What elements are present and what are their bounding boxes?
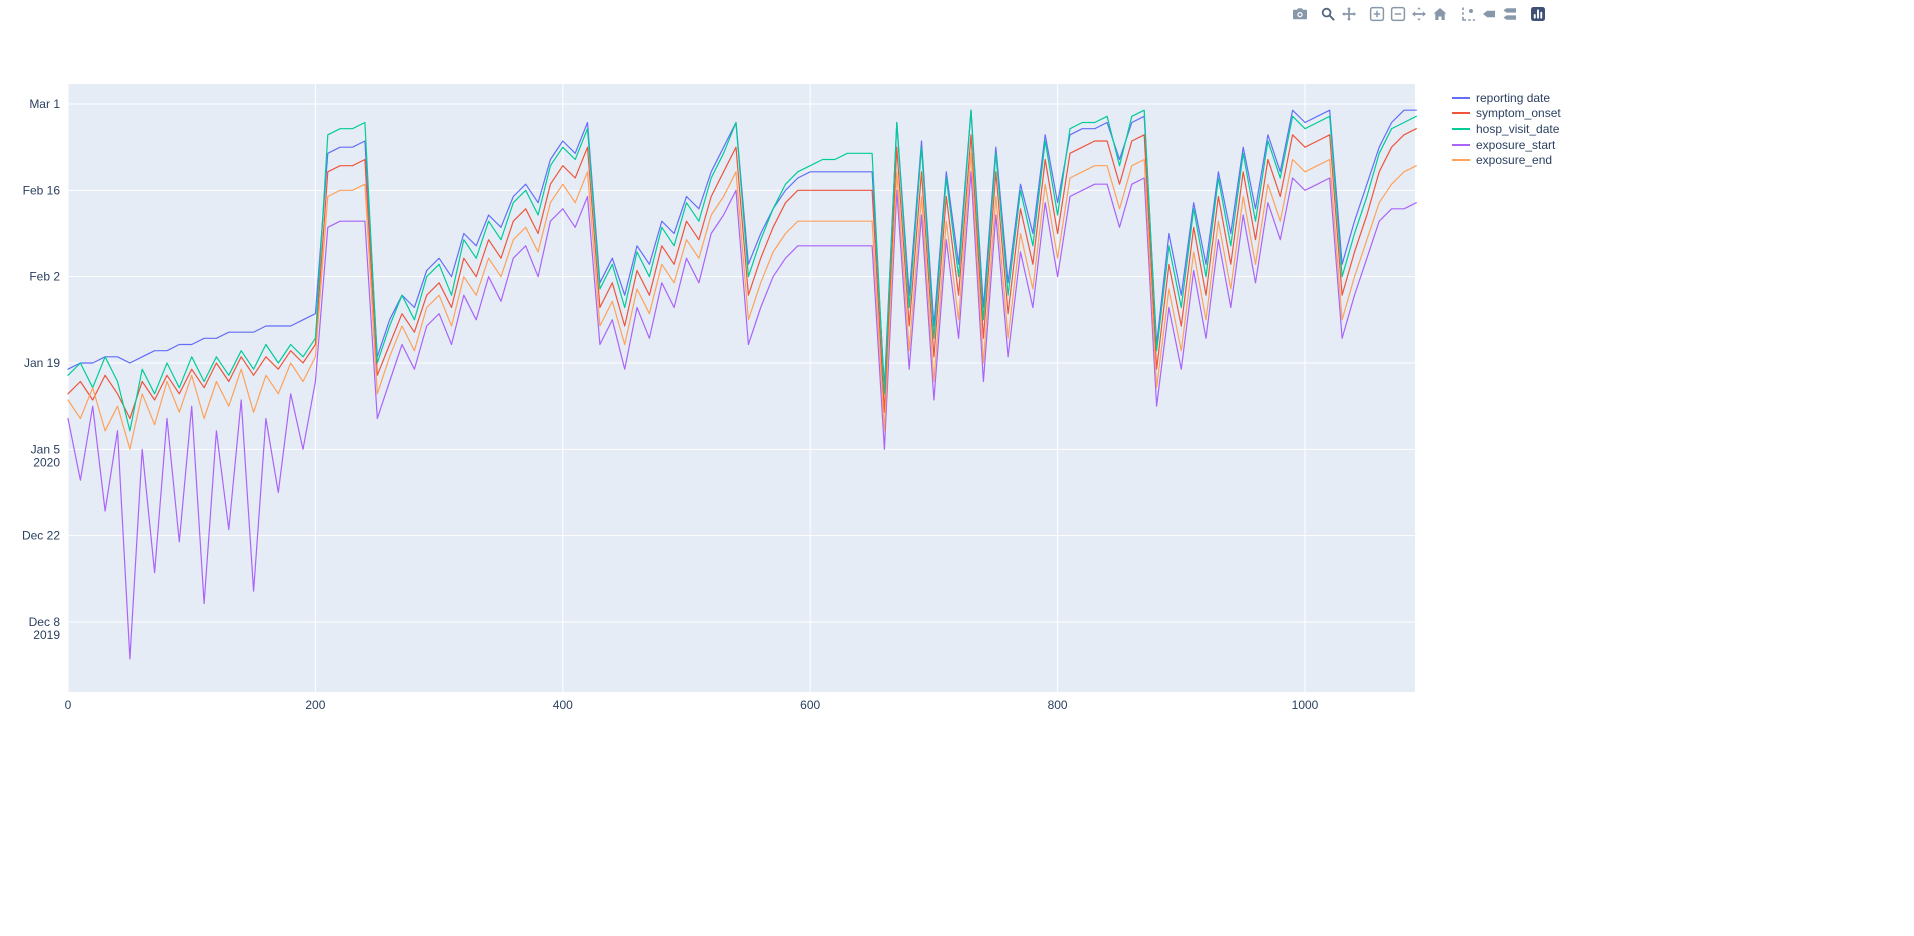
toggle-spikelines-button[interactable] (1458, 6, 1477, 24)
plotly-logo-button[interactable] (1528, 6, 1547, 24)
pan-button[interactable] (1339, 6, 1358, 24)
autoscale-button[interactable] (1409, 6, 1428, 24)
modebar-group-image (1289, 6, 1310, 24)
legend-entry[interactable]: hosp_visit_date (1452, 121, 1561, 137)
y-tick-label: Feb 2 (29, 270, 60, 284)
modebar (1282, 6, 1548, 24)
y-tick-label: Jan 5 (31, 442, 61, 456)
magnifier-icon (1320, 6, 1336, 25)
legend-label: hosp_visit_date (1476, 121, 1560, 136)
legend-label: reporting date (1476, 90, 1551, 105)
hover-compare-icon (1502, 6, 1518, 25)
download-png-button[interactable] (1290, 6, 1309, 24)
zoom-in-button[interactable] (1367, 6, 1386, 24)
pan-arrows-icon (1341, 6, 1357, 25)
modebar-group-logo (1527, 6, 1548, 24)
spikelines-icon (1460, 6, 1476, 25)
hover-closest-button[interactable] (1479, 6, 1498, 24)
x-tick-label: 400 (553, 698, 573, 712)
legend-entry[interactable]: exposure_end (1452, 152, 1561, 168)
zoom-button[interactable] (1318, 6, 1337, 24)
legend-swatch (1452, 96, 1470, 99)
plotly-chart-app: 0 200 400 600 800 1000 Mar 1 Feb 16 Feb 2 Jan 19 J… (22, 6, 1561, 712)
y-tick-sublabel: 2020 (33, 455, 60, 469)
x-tick-label: 600 (800, 698, 820, 712)
modebar-group-hover (1457, 6, 1520, 24)
legend-swatch (1452, 127, 1470, 130)
hover-compare-button[interactable] (1500, 6, 1519, 24)
autoscale-icon (1411, 6, 1427, 25)
x-tick-label: 1000 (1292, 698, 1319, 712)
home-icon (1432, 6, 1448, 25)
legend-entry[interactable]: exposure_start (1452, 137, 1561, 153)
x-tick-label: 800 (1048, 698, 1068, 712)
y-tick-label: Feb 16 (23, 183, 61, 197)
y-tick-label: Jan 19 (24, 356, 60, 370)
series-exposure_end[interactable] (67, 152, 1417, 450)
y-tick-label: Dec 8 (29, 615, 61, 629)
legend-swatch (1452, 112, 1470, 115)
hover-closest-icon (1481, 6, 1497, 25)
y-tick-label: Mar 1 (29, 97, 60, 111)
legend-swatch (1452, 143, 1470, 146)
y-tick-label: Dec 22 (22, 529, 60, 543)
zoom-in-icon (1369, 6, 1385, 25)
reset-axes-button[interactable] (1430, 6, 1449, 24)
series-hosp_visit_date[interactable] (67, 109, 1417, 432)
zoom-out-icon (1390, 6, 1406, 25)
zoom-out-button[interactable] (1388, 6, 1407, 24)
legend-entry[interactable]: symptom_onset (1452, 106, 1561, 122)
modebar-group-dragmode (1317, 6, 1359, 24)
legend-label: exposure_start (1476, 137, 1556, 152)
legend: reporting date symptom_onset hosp_visit_da… (1452, 90, 1561, 168)
y-tick-sublabel: 2019 (33, 628, 60, 642)
camera-icon (1292, 6, 1308, 25)
series-exposure_start[interactable] (67, 171, 1417, 660)
legend-label: symptom_onset (1476, 106, 1561, 121)
x-tick-label: 200 (305, 698, 325, 712)
legend-label: exposure_end (1476, 153, 1553, 168)
chart-canvas: 0 200 400 600 800 1000 Mar 1 Feb 16 Feb 2 Jan 19 J… (22, 84, 1417, 712)
series-symptom_onset[interactable] (67, 128, 1417, 420)
x-tick-label: 0 (65, 698, 72, 712)
plotly-logo-icon (1530, 6, 1546, 25)
modebar-group-zoom (1366, 6, 1450, 24)
legend-swatch (1452, 159, 1470, 162)
plot-area[interactable] (68, 84, 1415, 692)
legend-entry[interactable]: reporting date (1452, 90, 1561, 106)
